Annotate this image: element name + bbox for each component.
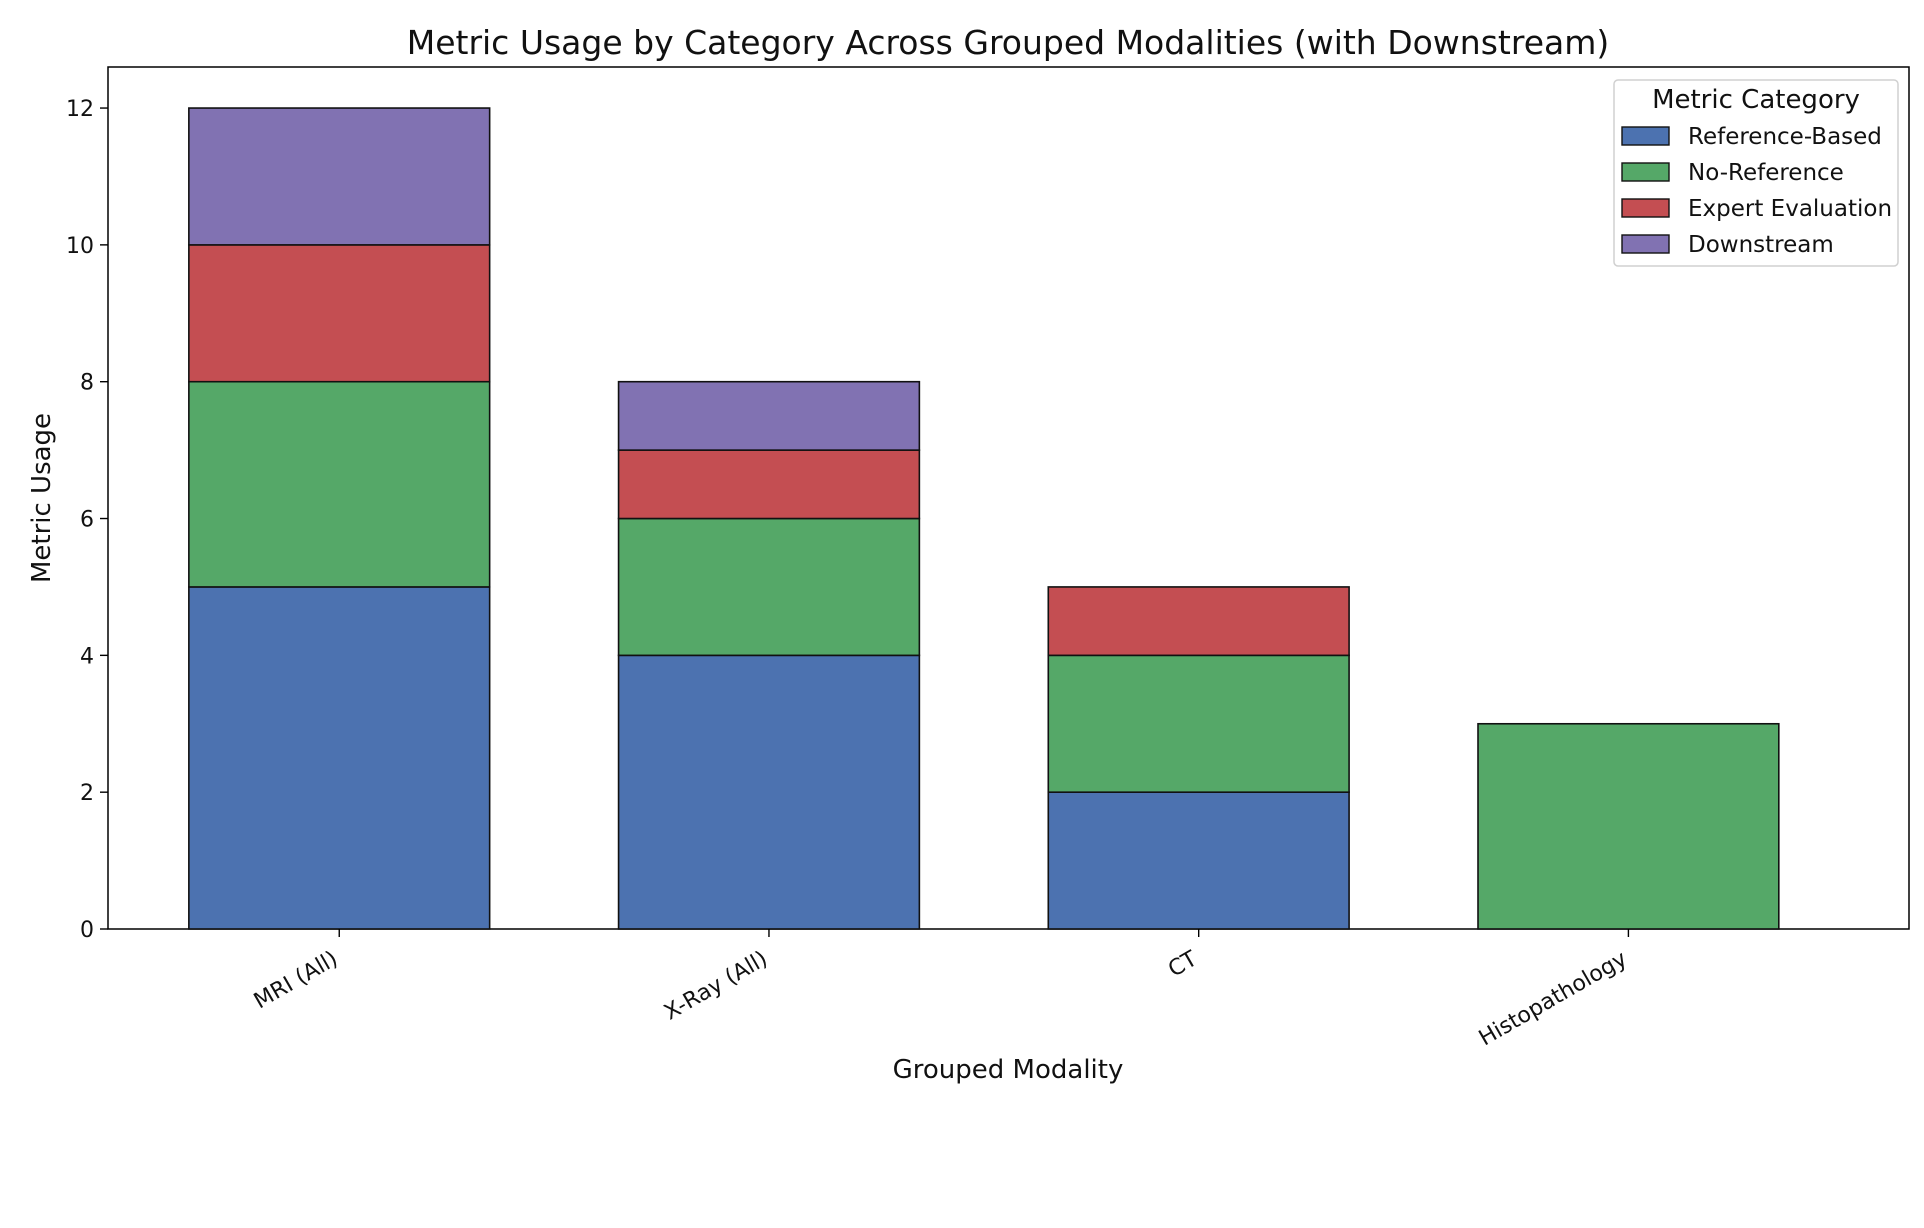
y-axis: 0 2 4 6 8 10 12 bbox=[66, 97, 108, 943]
legend: Metric Category Reference-Based No-Refere… bbox=[1613, 79, 1899, 267]
bar-mri-all-reference-based bbox=[188, 586, 491, 930]
y-tick-label-10: 10 bbox=[66, 234, 94, 259]
y-axis-label: Metric Usage bbox=[27, 413, 57, 583]
legend-swatch-expert-evaluation bbox=[1621, 198, 1670, 218]
y-tick-label-2: 2 bbox=[80, 781, 94, 806]
plot-area: 0 2 4 6 8 10 12 MRI (All) X-Ray (All) CT Histopat… bbox=[66, 66, 1910, 1052]
legend-label-downstream: Downstream bbox=[1688, 232, 1834, 258]
bar-ct-no-reference bbox=[1047, 654, 1350, 793]
y-tick-label-6: 6 bbox=[80, 508, 94, 533]
bar-x-ray-all-reference-based bbox=[617, 654, 921, 930]
bar-ct-expert-evaluation bbox=[1047, 586, 1350, 657]
legend-label-no-reference: No-Reference bbox=[1688, 160, 1844, 186]
legend-item-reference-based: Reference-Based bbox=[1621, 124, 1882, 150]
bar-mri-all-downstream bbox=[188, 107, 491, 246]
legend-swatch-no-reference bbox=[1621, 162, 1670, 182]
legend-swatch-reference-based bbox=[1621, 126, 1670, 146]
x-axis-label: Grouped Modality bbox=[893, 1055, 1124, 1085]
legend-label-reference-based: Reference-Based bbox=[1688, 124, 1882, 150]
y-tick-label-4: 4 bbox=[80, 644, 94, 669]
x-tick-label-x-ray-all: X-Ray (All) bbox=[660, 947, 772, 1026]
bar-x-ray-all-no-reference bbox=[617, 517, 921, 657]
legend-item-no-reference: No-Reference bbox=[1621, 160, 1844, 186]
bar-mri-all-expert-evaluation bbox=[188, 244, 491, 383]
chart-title: Metric Usage by Category Across Grouped … bbox=[407, 23, 1610, 62]
x-tick-label-ct: CT bbox=[1164, 946, 1202, 982]
legend-item-downstream: Downstream bbox=[1621, 232, 1834, 258]
legend-label-expert-evaluation: Expert Evaluation bbox=[1688, 196, 1892, 222]
plot-frame bbox=[107, 66, 1910, 930]
bar-histopathology-no-reference bbox=[1477, 722, 1780, 930]
y-tick-label-0: 0 bbox=[80, 918, 94, 943]
bar-ct-reference-based bbox=[1047, 791, 1350, 930]
y-tick-label-8: 8 bbox=[80, 371, 94, 396]
legend-title: Metric Category bbox=[1652, 85, 1860, 115]
bar-x-ray-all-expert-evaluation bbox=[617, 449, 921, 520]
x-tick-label-mri-all: MRI (All) bbox=[250, 947, 342, 1015]
bar-series bbox=[188, 107, 1780, 930]
x-tick-label-histopathology: Histopathology bbox=[1475, 947, 1631, 1052]
legend-item-expert-evaluation: Expert Evaluation bbox=[1621, 196, 1892, 222]
x-axis: MRI (All) X-Ray (All) CT Histopathology bbox=[250, 929, 1631, 1052]
legend-swatch-downstream bbox=[1621, 234, 1670, 254]
legend-box bbox=[1613, 79, 1899, 267]
legend-items: Reference-Based No-Reference Expert Evalua… bbox=[1621, 124, 1892, 258]
y-tick-label-12: 12 bbox=[66, 97, 94, 122]
bar-mri-all-no-reference bbox=[188, 380, 491, 588]
bar-x-ray-all-downstream bbox=[617, 380, 921, 451]
